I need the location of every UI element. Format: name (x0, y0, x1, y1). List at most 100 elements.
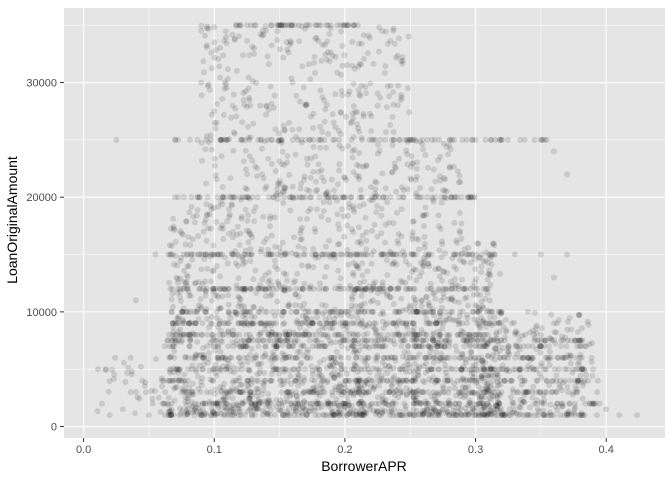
data-point (484, 276, 491, 283)
data-point (217, 273, 224, 280)
data-point (456, 209, 463, 216)
data-point (358, 135, 365, 142)
data-point (192, 406, 198, 413)
data-point (218, 354, 225, 361)
data-point (284, 331, 291, 338)
data-point (266, 398, 273, 405)
data-point (305, 61, 312, 68)
data-point (223, 405, 230, 412)
data-point (417, 138, 423, 145)
data-point (212, 386, 219, 393)
data-point (314, 186, 321, 193)
data-point (584, 318, 591, 325)
data-point (275, 337, 281, 344)
data-point (257, 136, 264, 143)
data-point (264, 320, 271, 327)
data-point (440, 354, 447, 361)
data-point (472, 266, 479, 272)
data-point (309, 331, 316, 338)
data-point (349, 387, 356, 394)
data-point (407, 136, 414, 143)
data-point (283, 39, 290, 46)
data-point (412, 412, 419, 419)
data-point (236, 408, 243, 415)
data-point (493, 331, 500, 338)
data-point (258, 305, 265, 312)
data-point (294, 403, 300, 409)
data-point (224, 357, 231, 364)
data-point (267, 377, 274, 384)
data-point (286, 367, 293, 374)
data-point (373, 209, 380, 216)
data-point (378, 375, 385, 382)
data-point (265, 391, 272, 397)
data-point (458, 251, 465, 258)
data-point (439, 238, 445, 245)
data-point (434, 377, 441, 384)
data-point (541, 343, 548, 350)
data-point (404, 377, 410, 384)
data-point (402, 366, 409, 373)
data-point (358, 398, 365, 405)
data-point (412, 375, 419, 382)
data-point (465, 244, 472, 251)
data-point (414, 354, 421, 361)
data-point (487, 251, 494, 258)
data-point (406, 285, 413, 292)
data-point (271, 366, 278, 373)
data-point (180, 331, 187, 338)
data-point (420, 389, 427, 396)
data-point (485, 389, 492, 396)
data-point (261, 285, 268, 292)
data-point (393, 188, 400, 195)
data-point (263, 235, 270, 242)
data-point (310, 136, 317, 143)
data-point (379, 337, 385, 344)
data-point (435, 343, 442, 350)
y-tick-label: 10000 (26, 307, 57, 319)
data-point (309, 371, 316, 378)
data-point (404, 358, 411, 365)
data-point (274, 298, 281, 305)
data-point (321, 389, 328, 396)
data-point (425, 389, 432, 396)
data-point (260, 285, 267, 292)
data-point (458, 366, 465, 373)
data-point (391, 160, 398, 167)
data-point (400, 320, 407, 327)
data-point (278, 22, 285, 29)
data-point (233, 385, 240, 392)
data-point (321, 343, 328, 350)
data-point (436, 410, 442, 416)
data-point (245, 194, 252, 201)
data-point (186, 343, 193, 350)
data-point (350, 251, 357, 258)
data-point (537, 389, 544, 396)
data-point (247, 389, 253, 396)
data-point (380, 288, 387, 295)
data-point (497, 136, 504, 143)
data-point (332, 91, 339, 98)
data-point (203, 212, 210, 219)
data-point (320, 356, 327, 363)
data-point (384, 199, 391, 206)
data-point (558, 337, 565, 344)
data-point (217, 348, 224, 355)
data-point (499, 345, 506, 351)
data-point (209, 408, 216, 415)
data-point (344, 323, 351, 330)
data-point (348, 320, 355, 327)
data-point (148, 388, 155, 394)
data-point (359, 412, 365, 419)
data-point (189, 256, 196, 263)
data-point (208, 412, 215, 419)
data-point (283, 331, 289, 338)
data-point (207, 320, 214, 327)
data-point (348, 118, 355, 125)
data-point (358, 194, 365, 201)
data-point (316, 285, 323, 292)
data-point (564, 384, 571, 391)
data-point (273, 343, 280, 350)
data-point (205, 81, 212, 88)
data-point (575, 377, 582, 384)
